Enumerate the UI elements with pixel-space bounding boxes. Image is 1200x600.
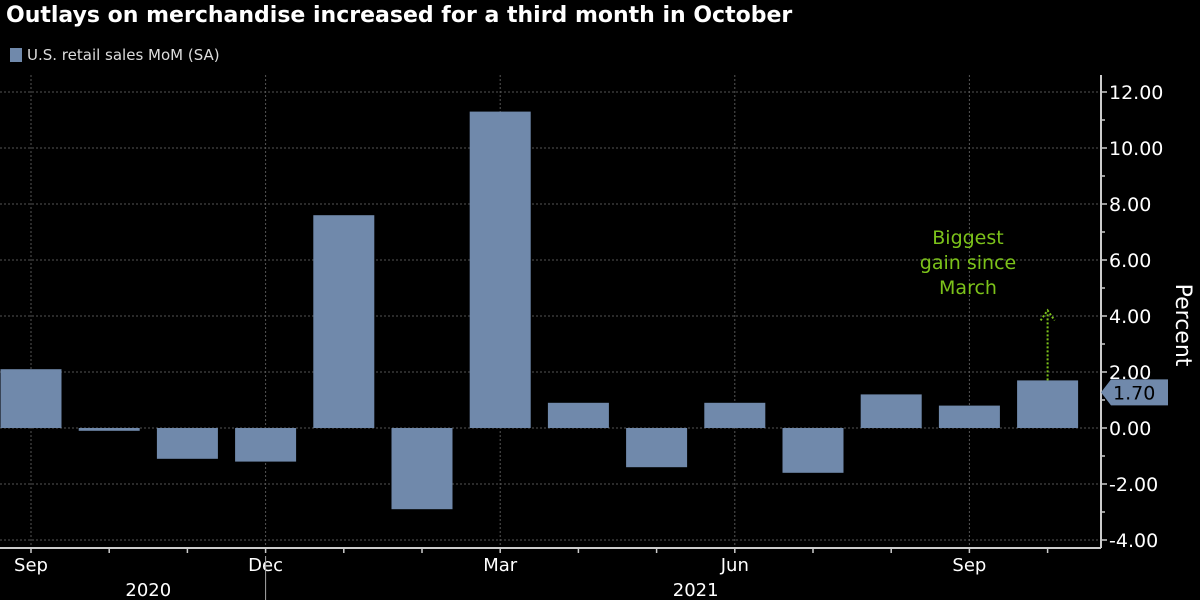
chart-title: Outlays on merchandise increased for a t… bbox=[6, 3, 793, 28]
year-label: 2020 bbox=[125, 580, 171, 600]
annotation-text: March bbox=[939, 277, 997, 299]
bar bbox=[626, 428, 688, 468]
bar bbox=[469, 111, 531, 428]
bar bbox=[235, 428, 297, 462]
y-tick-label: 0.00 bbox=[1109, 418, 1151, 440]
last-value-tag bbox=[1101, 379, 1168, 406]
annotation-text: gain since bbox=[920, 252, 1016, 274]
y-tick-label: -2.00 bbox=[1109, 474, 1158, 496]
bar bbox=[78, 428, 140, 431]
bar bbox=[1017, 380, 1079, 428]
x-tick-label: Sep bbox=[952, 555, 986, 576]
bar bbox=[0, 369, 62, 428]
y-axis-title: Percent bbox=[1170, 284, 1195, 367]
y-tick-label: -4.00 bbox=[1109, 530, 1158, 552]
x-tick-label: Mar bbox=[483, 555, 518, 576]
year-label: 2021 bbox=[673, 580, 719, 600]
bar bbox=[391, 428, 453, 510]
x-tick-label: Sep bbox=[14, 555, 48, 576]
y-tick-label: 12.00 bbox=[1109, 82, 1163, 104]
y-tick-label: 4.00 bbox=[1109, 306, 1151, 328]
annotation-arrowhead-icon bbox=[1039, 308, 1056, 321]
y-tick-label: 2.00 bbox=[1109, 362, 1151, 384]
legend-swatch bbox=[10, 48, 22, 62]
bar bbox=[938, 405, 1000, 428]
last-value-label: 1.70 bbox=[1113, 382, 1155, 404]
annotation-text: Biggest bbox=[932, 227, 1003, 249]
bar bbox=[704, 402, 766, 428]
bar bbox=[156, 428, 218, 459]
bar bbox=[782, 428, 844, 473]
x-tick-label: Jun bbox=[720, 555, 749, 576]
y-tick-label: 10.00 bbox=[1109, 138, 1163, 160]
legend-label: U.S. retail sales MoM (SA) bbox=[27, 46, 220, 64]
bar bbox=[547, 402, 609, 428]
y-tick-label: 8.00 bbox=[1109, 194, 1151, 216]
y-tick-label: 6.00 bbox=[1109, 250, 1151, 272]
legend: U.S. retail sales MoM (SA) bbox=[10, 46, 220, 64]
bar bbox=[860, 394, 922, 428]
bar bbox=[313, 215, 375, 428]
